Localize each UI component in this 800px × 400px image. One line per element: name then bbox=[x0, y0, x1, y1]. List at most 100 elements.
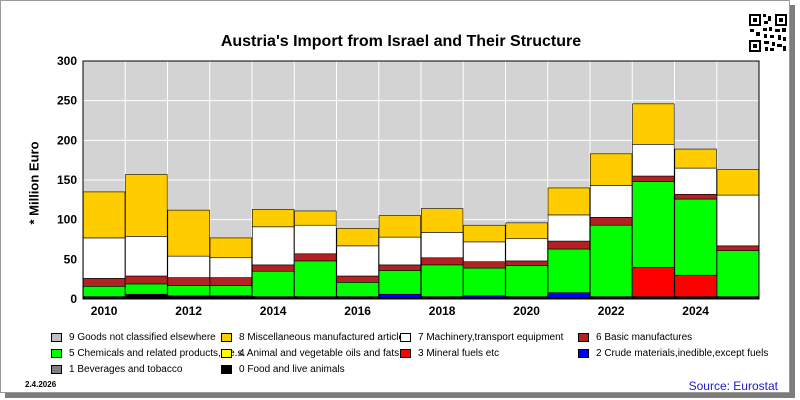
legend-label: 9 Goods not classified elsewhere bbox=[69, 332, 216, 343]
bar-2017-series-8 bbox=[378, 215, 421, 238]
x-tick-label-2020: 2020 bbox=[513, 304, 540, 318]
bar-2013-series-5 bbox=[209, 285, 253, 297]
legend-swatch bbox=[578, 333, 589, 342]
bar-2019-series-7 bbox=[463, 241, 506, 263]
legend-label: 7 Machinery,transport equipment bbox=[418, 332, 564, 343]
x-tick-label-2024: 2024 bbox=[682, 304, 709, 318]
bar-2018-series-7 bbox=[420, 232, 464, 259]
bar-2015-series-5 bbox=[294, 260, 337, 297]
bar-2023-series-7 bbox=[632, 144, 675, 177]
legend-swatch bbox=[400, 349, 411, 358]
x-tick-label-2018: 2018 bbox=[429, 304, 456, 318]
bar-2020-series-8 bbox=[505, 222, 548, 240]
bar-2025-series-7 bbox=[716, 194, 759, 247]
bar-2018-series-8 bbox=[420, 208, 464, 233]
y-tick-label-200: 200 bbox=[57, 133, 77, 147]
bar-2019-series-5 bbox=[463, 267, 506, 297]
bar-2022-series-6 bbox=[589, 216, 633, 226]
y-tick-label-300: 300 bbox=[57, 54, 77, 68]
chart-title: Austria's Import from Israel and Their S… bbox=[220, 33, 582, 50]
bar-2016-series-5 bbox=[336, 282, 379, 297]
bar-2025-series-8 bbox=[716, 169, 759, 196]
bar-2014-series-6 bbox=[252, 264, 295, 272]
bar-2021-series-5 bbox=[547, 248, 590, 293]
bar-2011-series-8 bbox=[125, 174, 168, 237]
bar-2011-series-7 bbox=[125, 236, 168, 277]
bar-2016-series-7 bbox=[336, 245, 379, 277]
bar-2017-series-6 bbox=[378, 264, 421, 271]
bar-2010-series-6 bbox=[83, 278, 126, 287]
bar-2010-series-5 bbox=[83, 286, 126, 297]
bar-2010-series-8 bbox=[83, 191, 126, 239]
x-tick-label-2022: 2022 bbox=[598, 304, 625, 318]
bar-2023-series-3 bbox=[632, 266, 675, 297]
bar-2012-series-8 bbox=[167, 209, 210, 257]
bar-2020-series-6 bbox=[505, 260, 548, 266]
legend-swatch bbox=[400, 333, 411, 342]
bar-2024-series-3 bbox=[674, 274, 717, 297]
source-label: Source: Eurostat bbox=[688, 379, 778, 393]
legend-swatch bbox=[51, 365, 62, 374]
bar-2014-series-7 bbox=[252, 226, 295, 266]
bar-2018-series-5 bbox=[420, 264, 464, 297]
legend-swatch bbox=[51, 349, 62, 358]
legend-item: 9 Goods not classified elsewhere bbox=[51, 332, 216, 343]
legend-label: 0 Food and live animals bbox=[239, 364, 345, 375]
x-tick-label-2010: 2010 bbox=[91, 304, 118, 318]
bar-2024-series-5 bbox=[674, 198, 717, 276]
bar-2012-series-6 bbox=[167, 277, 210, 286]
y-tick-label-150: 150 bbox=[57, 173, 77, 187]
bar-2021-series-6 bbox=[547, 240, 590, 250]
bar-2019-series-6 bbox=[463, 261, 506, 269]
bar-2023-series-8 bbox=[632, 103, 675, 145]
legend-label: 2 Crude materials,inedible,except fuels bbox=[596, 348, 769, 359]
legend-swatch bbox=[221, 333, 232, 342]
bar-2014-series-8 bbox=[252, 209, 295, 228]
bar-2010-series-7 bbox=[83, 237, 126, 279]
bar-2017-series-7 bbox=[378, 236, 421, 266]
bar-2022-series-8 bbox=[589, 153, 633, 186]
legend-item: 3 Mineral fuels etc bbox=[400, 348, 499, 359]
x-tick-label-2016: 2016 bbox=[344, 304, 371, 318]
bar-2011-series-0 bbox=[125, 294, 168, 300]
legend-label: 3 Mineral fuels etc bbox=[418, 348, 500, 359]
legend-label: 5 Chemicals and related products,n.e.s. bbox=[69, 348, 246, 359]
date-stamp: 2.4.2026 bbox=[25, 380, 57, 389]
legend-label: 8 Miscellaneous manufactured articles bbox=[239, 332, 410, 343]
bar-2016-series-6 bbox=[336, 275, 379, 283]
bar-2017-series-2 bbox=[378, 293, 421, 298]
bar-2024-series-8 bbox=[674, 148, 717, 169]
bar-2013-series-8 bbox=[209, 237, 253, 259]
bar-2022-series-7 bbox=[589, 185, 633, 218]
bar-2014-series-5 bbox=[252, 270, 295, 297]
bar-2020-series-7 bbox=[505, 238, 548, 262]
legend-label: 1 Beverages and tobacco bbox=[69, 364, 183, 375]
legend-item: 8 Miscellaneous manufactured articles bbox=[221, 332, 409, 343]
legend-label: 4 Animal and vegetable oils and fats bbox=[239, 348, 400, 359]
bar-2020-series-5 bbox=[505, 265, 548, 297]
bar-2023-series-6 bbox=[632, 175, 675, 182]
stacked-bar-chart: 0 50 100 150 200 250 300 2010 2012 2014 2016 2018 20… bbox=[57, 54, 760, 318]
y-tick-label-100: 100 bbox=[57, 213, 77, 227]
legend-swatch bbox=[221, 349, 232, 358]
bar-2018-series-6 bbox=[420, 257, 464, 266]
bar-2015-series-7 bbox=[294, 224, 337, 255]
y-tick-label-50: 50 bbox=[64, 252, 78, 266]
bar-2015-series-8 bbox=[294, 210, 337, 226]
bar-2024-series-7 bbox=[674, 167, 717, 195]
bar-2017-series-5 bbox=[378, 270, 421, 295]
x-tick-label-2012: 2012 bbox=[175, 304, 202, 318]
legend-swatch bbox=[578, 349, 589, 358]
bar-2012-series-7 bbox=[167, 255, 210, 278]
bar-2012-series-5 bbox=[167, 285, 210, 297]
bar-2011-series-5 bbox=[125, 283, 168, 295]
bar-2023-series-5 bbox=[632, 181, 675, 268]
legend-swatch bbox=[51, 333, 62, 342]
bar-2025-series-6 bbox=[716, 245, 759, 251]
bar-2021-series-7 bbox=[547, 214, 590, 242]
bar-2011-series-6 bbox=[125, 275, 168, 285]
y-tick-label-0: 0 bbox=[70, 292, 77, 306]
legend-item: 0 Food and live animals bbox=[221, 364, 345, 375]
bar-2021-series-2 bbox=[547, 292, 590, 298]
legend-item: 5 Chemicals and related products,n.e.s. bbox=[51, 348, 245, 359]
